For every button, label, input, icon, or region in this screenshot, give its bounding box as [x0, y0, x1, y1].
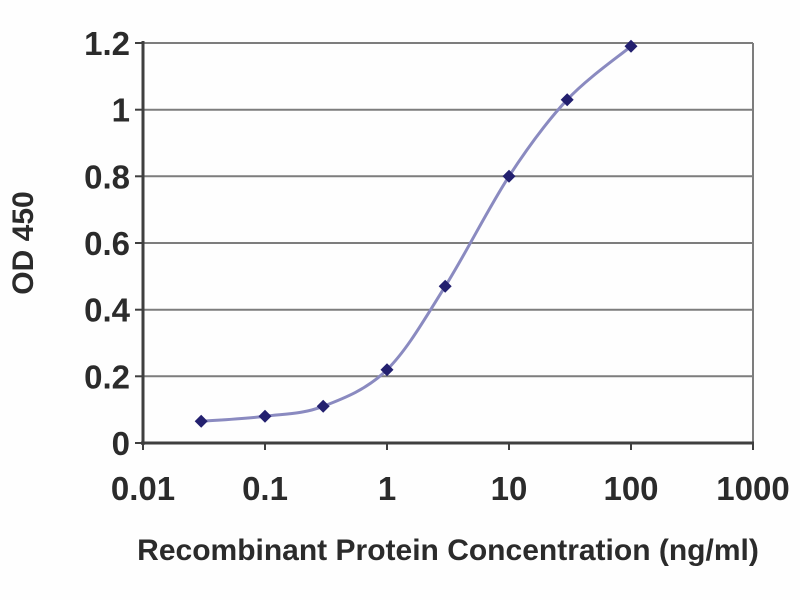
y-tick-label: 1.2: [84, 25, 130, 62]
data-point-marker: [502, 169, 516, 183]
x-tick-label: 100: [603, 470, 658, 507]
data-point-marker: [438, 279, 452, 293]
data-point-marker: [560, 93, 574, 107]
data-point-marker: [258, 409, 272, 423]
y-tick-label: 0.2: [84, 358, 130, 395]
data-point-marker: [194, 414, 208, 428]
y-tick-label: 0.6: [84, 225, 130, 262]
y-tick-label: 1: [112, 92, 130, 129]
x-tick-label: 0.1: [242, 470, 288, 507]
x-tick-label: 1: [378, 470, 396, 507]
y-axis-title: OD 450: [7, 191, 40, 295]
y-tick-label: 0.4: [84, 292, 131, 329]
data-point-marker: [316, 399, 330, 413]
x-tick-label: 0.01: [111, 470, 175, 507]
x-tick-label: 1000: [716, 470, 789, 507]
x-axis-title: Recombinant Protein Concentration (ng/ml…: [137, 534, 759, 567]
data-point-marker: [624, 39, 638, 53]
series-line: [201, 45, 632, 423]
y-tick-label: 0: [112, 425, 130, 462]
data-point-marker: [380, 363, 394, 377]
x-tick-label: 10: [491, 470, 528, 507]
y-tick-label: 0.8: [84, 158, 130, 195]
